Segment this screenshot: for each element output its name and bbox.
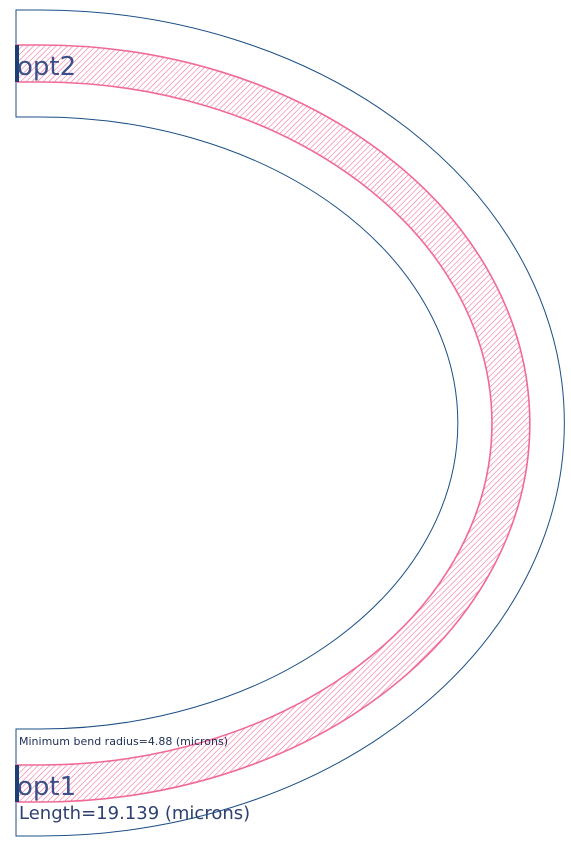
cladding-outline bbox=[15, 9, 565, 837]
min-bend-radius-label: Minimum bend radius=4.88 (microns) bbox=[19, 735, 228, 748]
waveguide-core bbox=[15, 44, 531, 803]
port-marker-opt2 bbox=[15, 45, 19, 82]
port-label-opt1: opt1 bbox=[17, 772, 76, 802]
length-label: Length=19.139 (microns) bbox=[19, 803, 250, 824]
port-marker-opt1 bbox=[15, 765, 19, 802]
port-label-opt2: opt2 bbox=[17, 52, 76, 82]
